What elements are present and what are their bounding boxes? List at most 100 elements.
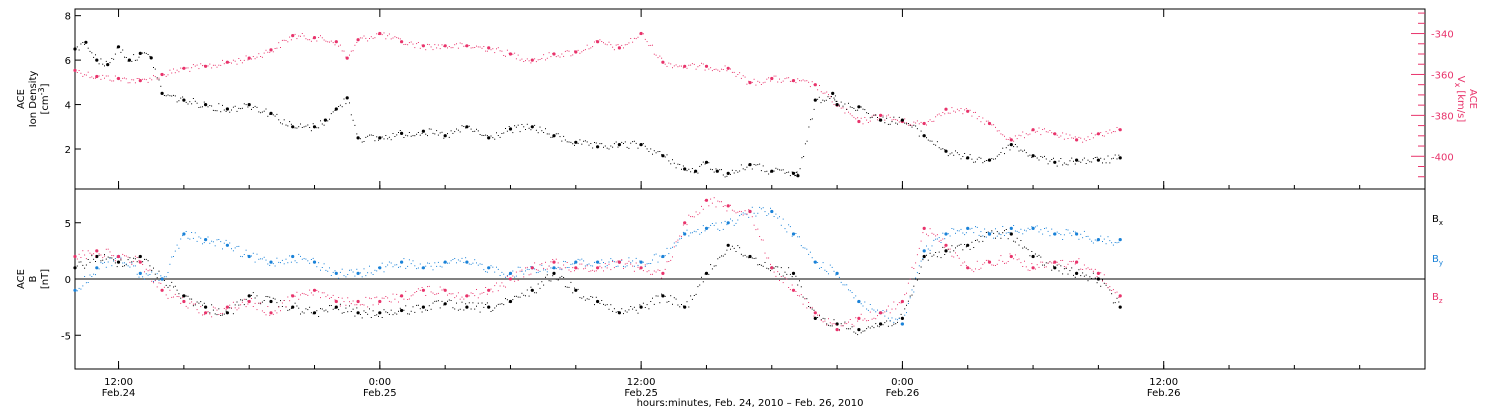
- bz-sample: [588, 271, 590, 272]
- by-sample: [305, 258, 307, 260]
- by-sample: [189, 238, 191, 240]
- bx-sample: [456, 302, 457, 304]
- vx-sample: [198, 68, 200, 70]
- by-sample: [127, 265, 129, 267]
- vx-sample: [174, 72, 176, 74]
- vx-sample: [192, 64, 194, 66]
- vx-sample: [307, 39, 309, 41]
- bx-sample: [1020, 240, 1022, 241]
- bx-sample: [579, 297, 581, 299]
- vx-sample: [387, 35, 389, 37]
- vx-sample: [301, 33, 303, 34]
- bz-sample: [835, 324, 837, 326]
- vx-sample: [857, 117, 859, 119]
- by-point: [639, 260, 643, 264]
- by-sample: [1071, 235, 1073, 237]
- bz-sample: [731, 209, 733, 211]
- density-sample: [202, 106, 203, 108]
- density-sample: [617, 146, 619, 148]
- bx-sample: [897, 321, 898, 323]
- vx-sample: [350, 50, 352, 52]
- bz-sample: [461, 296, 463, 298]
- bz-point: [465, 294, 469, 298]
- by-sample: [773, 216, 775, 217]
- bz-sample: [483, 292, 485, 293]
- bz-sample: [608, 263, 610, 265]
- by-sample: [316, 266, 318, 268]
- by-sample: [211, 240, 213, 242]
- vx-sample: [84, 74, 86, 76]
- by-sample: [515, 275, 517, 277]
- bx-sample: [655, 295, 657, 297]
- bz-sample: [1051, 262, 1053, 264]
- density-sample: [303, 126, 305, 128]
- bx-sample: [212, 309, 214, 311]
- bx-sample: [437, 300, 439, 302]
- bz-sample: [316, 289, 318, 291]
- bz-sample: [889, 312, 891, 314]
- bx-point: [857, 328, 861, 332]
- vx-sample: [775, 75, 777, 77]
- bx-sample: [623, 313, 624, 315]
- density-sample: [755, 164, 757, 166]
- bx-sample: [89, 261, 91, 263]
- bx-sample: [895, 323, 897, 325]
- density-sample: [853, 107, 855, 109]
- bx-sample: [998, 233, 1000, 235]
- density-point: [661, 154, 665, 158]
- by-sample: [1031, 226, 1033, 228]
- bz-sample: [673, 246, 675, 248]
- density-sample: [595, 142, 597, 144]
- vx-sample: [330, 40, 332, 42]
- bz-sample: [537, 269, 539, 271]
- bz-sample: [697, 214, 699, 216]
- vx-point: [247, 56, 251, 60]
- vx-sample: [145, 79, 147, 81]
- vx-sample: [191, 67, 193, 69]
- vx-sample: [76, 72, 78, 73]
- bx-sample: [1100, 285, 1102, 287]
- density-sample: [254, 105, 256, 107]
- by-sample: [1073, 230, 1074, 232]
- vx-point: [661, 60, 665, 64]
- density-sample: [1092, 158, 1094, 160]
- bz-point: [204, 311, 208, 315]
- density-sample: [1013, 146, 1015, 148]
- vx-sample: [583, 49, 585, 51]
- by-point: [400, 260, 404, 264]
- by-sample: [349, 269, 350, 271]
- vx-sample: [1056, 134, 1058, 136]
- vx-sample: [321, 37, 323, 39]
- bz-sample: [581, 263, 583, 265]
- vx-sample: [612, 46, 614, 48]
- bx-sample: [711, 268, 713, 270]
- vx-point: [639, 31, 643, 36]
- bz-sample: [247, 303, 249, 305]
- density-sample: [174, 95, 176, 97]
- density-sample: [1063, 162, 1065, 164]
- by-sample: [740, 213, 742, 215]
- bx-sample: [557, 279, 559, 281]
- by-sample: [274, 265, 276, 267]
- density-sample: [114, 53, 116, 55]
- bz-sample: [1024, 260, 1025, 262]
- vx-sample: [1034, 131, 1036, 133]
- by-sample: [1089, 238, 1091, 240]
- density-sample: [104, 65, 105, 67]
- vx-sample: [666, 65, 668, 67]
- vx-sample: [677, 66, 679, 68]
- by-sample: [873, 309, 875, 311]
- by-sample: [310, 259, 312, 260]
- bx-sample: [635, 309, 637, 311]
- by-sample: [633, 265, 635, 267]
- by-sample: [655, 253, 657, 255]
- bx-sample: [1024, 246, 1025, 248]
- vx-sample: [1063, 138, 1065, 140]
- density-sample: [588, 144, 590, 146]
- by-sample: [419, 263, 421, 265]
- vx-sample: [875, 115, 877, 116]
- bz-sample: [846, 323, 848, 325]
- vx-sample: [296, 38, 298, 40]
- density-point: [922, 134, 926, 138]
- bx-sample: [517, 296, 519, 298]
